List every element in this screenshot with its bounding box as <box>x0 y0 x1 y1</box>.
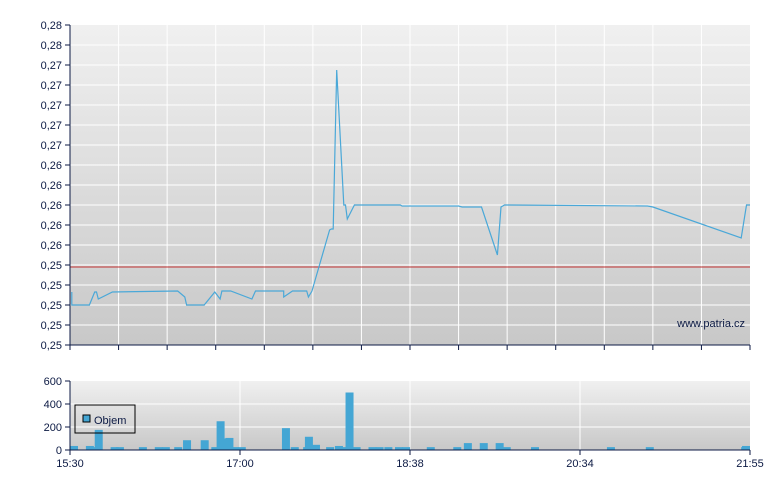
legend-swatch <box>82 414 91 423</box>
y-tick-label: 600 <box>44 376 62 388</box>
volume-bar <box>304 436 313 450</box>
x-tick-label: 17:00 <box>226 458 254 470</box>
volume-bar <box>453 447 462 450</box>
volume-axes: 0 200 400 600 15:30 17:00 18:38 20:34 21:55 <box>44 376 764 470</box>
volume-bar <box>463 443 472 450</box>
y-tick-label: 0,27 <box>41 100 62 112</box>
y-tick-label: 0,27 <box>41 80 62 92</box>
volume-bar <box>230 447 239 450</box>
watermark: www.patria.cz <box>676 318 745 330</box>
y-tick-label: 0,25 <box>41 320 62 332</box>
y-tick-label: 0,25 <box>41 340 62 352</box>
volume-bar <box>138 447 147 450</box>
y-tick-label: 0,26 <box>41 240 62 252</box>
y-tick-label: 0 <box>56 445 62 457</box>
volume-bar <box>290 447 299 450</box>
volume-bar <box>426 447 435 450</box>
volume-bar <box>742 445 750 450</box>
y-tick-label: 0,25 <box>41 260 62 272</box>
volume-bar <box>311 444 320 450</box>
volume-bar <box>606 447 615 450</box>
volume-bar <box>85 445 94 450</box>
y-tick-label: 0,27 <box>41 140 62 152</box>
x-tick-label: 21:55 <box>736 458 764 470</box>
y-tick-label: 0,27 <box>41 60 62 72</box>
volume-bar <box>352 447 361 450</box>
volume-bar <box>345 392 354 450</box>
volume-bar <box>183 440 192 450</box>
y-tick-label: 0,26 <box>41 200 62 212</box>
volume-bar <box>394 447 403 450</box>
price-axes <box>65 24 751 350</box>
volume-bars <box>70 392 750 450</box>
y-tick-label: 200 <box>44 422 62 434</box>
legend-label: Objem <box>94 415 126 427</box>
volume-bar <box>225 437 234 450</box>
volume-bar <box>110 447 119 450</box>
price-line <box>71 69 750 306</box>
x-tick-label: 15:30 <box>56 458 84 470</box>
volume-bar <box>281 428 290 450</box>
volume-bar <box>384 447 393 450</box>
volume-bar <box>326 447 335 450</box>
volume-bar <box>334 445 343 450</box>
volume-grid <box>70 381 750 450</box>
volume-bar <box>216 421 225 450</box>
volume-bar <box>115 447 124 450</box>
volume-bar <box>502 447 511 450</box>
volume-bar <box>530 447 539 450</box>
volume-bar <box>70 445 78 450</box>
volume-bar <box>200 440 209 450</box>
price-grid <box>70 25 750 345</box>
y-tick-label: 0,28 <box>41 20 62 32</box>
y-tick-label: 400 <box>44 399 62 411</box>
volume-bar <box>495 443 504 450</box>
y-tick-label: 0,26 <box>41 220 62 232</box>
y-tick-label: 0,27 <box>41 120 62 132</box>
y-tick-label: 0,26 <box>41 180 62 192</box>
volume-bar <box>174 447 183 450</box>
volume-bar <box>237 447 246 450</box>
volume-bar <box>479 443 488 450</box>
volume-bar <box>94 429 103 450</box>
volume-bar <box>645 447 654 450</box>
y-tick-label: 0,25 <box>41 280 62 292</box>
volume-bar <box>375 447 384 450</box>
y-tick-label: 0,28 <box>41 40 62 52</box>
x-tick-label: 20:34 <box>566 458 594 470</box>
legend: Objem <box>74 404 136 434</box>
volume-bar <box>368 447 377 450</box>
volume-bar <box>161 447 170 450</box>
volume-bar <box>402 447 411 450</box>
x-tick-label: 18:38 <box>396 458 424 470</box>
y-tick-label: 0,26 <box>41 160 62 172</box>
y-tick-label: 0,25 <box>41 300 62 312</box>
volume-bar <box>154 447 163 450</box>
price-y-axis: 0,28 0,28 0,27 0,27 0,27 0,27 0,27 0,26 0,26 0,26… <box>41 20 62 352</box>
volume-bar <box>211 447 220 450</box>
